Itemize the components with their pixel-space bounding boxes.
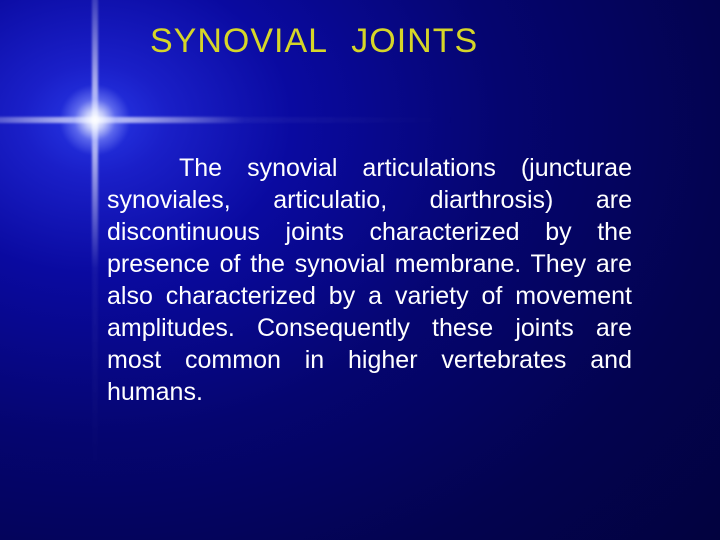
slide-body-text: The synovial articulations (juncturae sy… [107,152,632,408]
lens-flare-core [60,85,130,155]
slide: SYNOVIAL JOINTS The synovial articulatio… [0,0,720,540]
lens-flare-vertical [92,0,98,490]
lens-flare-horizontal [0,117,460,123]
slide-title: SYNOVIAL JOINTS [150,22,650,61]
